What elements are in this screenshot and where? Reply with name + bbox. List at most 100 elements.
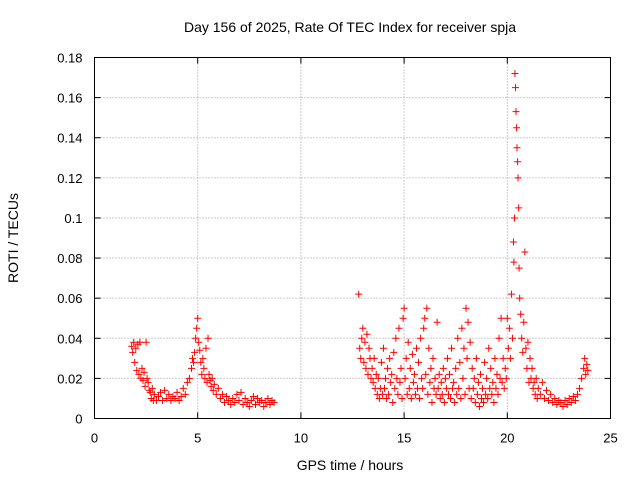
- data-point: [461, 390, 469, 398]
- data-point: [202, 344, 210, 352]
- data-point: [175, 396, 183, 404]
- data-point: [472, 354, 480, 362]
- data-point: [229, 394, 237, 402]
- data-point: [442, 384, 450, 392]
- data-point: [467, 394, 475, 402]
- y-axis-ticks: 0 0.02 0.04 0.06 0.08 0.1 0.12 0.14 0.16 0.18: [57, 51, 611, 427]
- data-point: [543, 386, 551, 394]
- data-point: [398, 394, 406, 402]
- data-point: [144, 378, 152, 386]
- data-point: [208, 374, 216, 382]
- data-point: [425, 344, 433, 352]
- data-point: [227, 400, 235, 408]
- data-point: [507, 290, 515, 298]
- data-point: [510, 258, 518, 266]
- data-point: [387, 378, 395, 386]
- data-point: [427, 364, 435, 372]
- data-point: [190, 358, 198, 366]
- grid: [94, 57, 611, 419]
- data-point: [499, 354, 507, 362]
- data-point: [148, 384, 156, 392]
- data-point: [519, 348, 527, 356]
- data-point: [565, 394, 573, 402]
- data-point: [578, 374, 586, 382]
- data-point: [141, 382, 149, 390]
- data-point: [483, 374, 491, 382]
- data-point: [136, 338, 144, 346]
- x-tick-label: 10: [294, 431, 308, 446]
- data-point: [540, 394, 548, 402]
- data-point: [189, 354, 197, 362]
- data-point: [200, 364, 208, 372]
- data-point: [474, 378, 482, 386]
- data-point: [357, 354, 365, 362]
- data-point: [450, 378, 458, 386]
- data-point: [515, 204, 523, 212]
- data-point: [439, 364, 447, 372]
- data-point: [443, 354, 451, 362]
- data-point: [237, 388, 245, 396]
- data-point: [469, 384, 477, 392]
- data-point: [567, 398, 575, 406]
- y-tick-label: 0.12: [57, 171, 82, 186]
- data-point: [487, 364, 495, 372]
- data-point: [407, 394, 415, 402]
- data-point: [142, 338, 150, 346]
- data-point: [150, 390, 158, 398]
- data-point: [526, 354, 534, 362]
- data-point: [369, 378, 377, 386]
- data-point: [195, 338, 203, 346]
- data-point: [390, 348, 398, 356]
- data-point: [132, 344, 140, 352]
- data-point: [530, 378, 538, 386]
- data-point: [433, 318, 441, 326]
- data-point: [456, 358, 464, 366]
- data-point: [447, 394, 455, 402]
- data-point: [355, 290, 363, 298]
- data-point: [514, 174, 522, 182]
- data-point: [582, 370, 590, 378]
- data-point: [471, 398, 479, 406]
- data-point: [473, 390, 481, 398]
- data-point: [446, 370, 454, 378]
- data-point: [476, 370, 484, 378]
- data-point: [173, 388, 181, 396]
- data-point: [399, 314, 407, 322]
- data-point: [513, 144, 521, 152]
- data-point: [385, 390, 393, 398]
- data-point: [179, 384, 187, 392]
- data-point: [405, 384, 413, 392]
- data-point: [396, 378, 404, 386]
- data-point: [480, 398, 488, 406]
- data-point: [521, 248, 529, 256]
- data-point: [262, 398, 270, 406]
- x-tick-label: 20: [500, 431, 514, 446]
- data-point: [513, 124, 521, 132]
- data-point: [412, 344, 420, 352]
- data-point: [247, 396, 255, 404]
- y-tick-label: 0.18: [57, 51, 82, 66]
- data-point: [266, 400, 274, 408]
- data-point: [509, 238, 517, 246]
- data-point: [423, 304, 431, 312]
- data-point: [453, 390, 461, 398]
- data-point: [454, 334, 462, 342]
- data-point: [185, 374, 193, 382]
- data-point: [143, 374, 151, 382]
- data-point: [235, 396, 243, 404]
- data-point: [494, 390, 502, 398]
- data-point: [482, 390, 490, 398]
- data-point: [214, 384, 222, 392]
- data-point: [400, 304, 408, 312]
- data-point: [426, 378, 434, 386]
- data-point: [210, 380, 218, 388]
- data-point: [514, 158, 522, 166]
- data-point: [460, 344, 468, 352]
- data-point: [221, 398, 229, 406]
- data-point: [191, 348, 199, 356]
- data-point: [549, 398, 557, 406]
- data-point: [545, 396, 553, 404]
- data-point: [233, 390, 241, 398]
- data-point: [188, 364, 196, 372]
- data-point: [135, 370, 143, 378]
